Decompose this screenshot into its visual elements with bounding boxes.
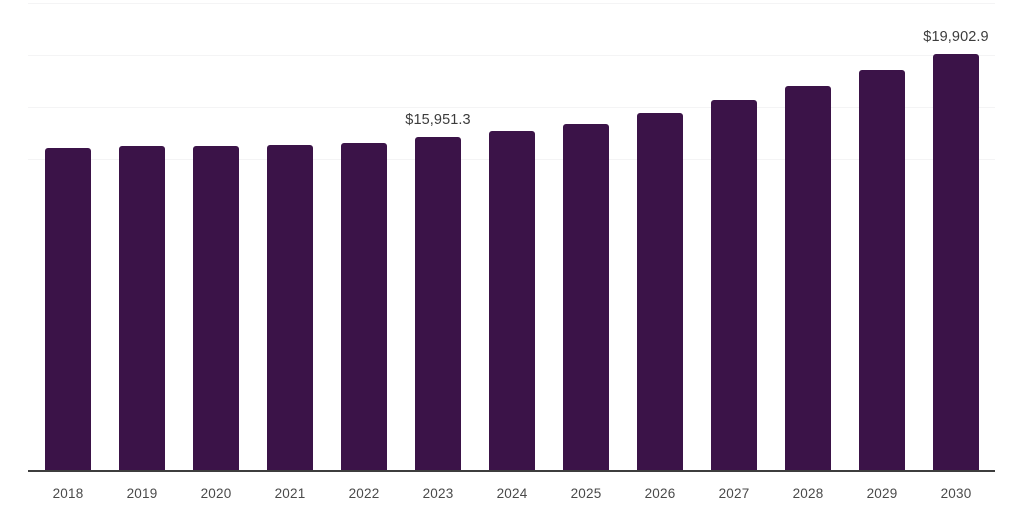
x-tick-label: 2027 <box>718 486 750 501</box>
x-tick-label: 2026 <box>644 486 676 501</box>
bar-group[interactable] <box>105 0 179 470</box>
x-tick-label: 2028 <box>792 486 824 501</box>
x-tick-label: 2019 <box>126 486 158 501</box>
bar-group[interactable] <box>697 0 771 470</box>
bar[interactable] <box>119 146 165 470</box>
bar[interactable] <box>859 70 905 470</box>
bar-value-label: $15,951.3 <box>405 112 471 128</box>
bar[interactable] <box>785 86 831 470</box>
x-tick-label: 2025 <box>570 486 602 501</box>
bar-group[interactable]: $15,951.3 <box>401 0 475 470</box>
bar-group[interactable] <box>845 0 919 470</box>
bar-group[interactable] <box>771 0 845 470</box>
bar-group[interactable] <box>549 0 623 470</box>
x-tick-label: 2022 <box>348 486 380 501</box>
bar[interactable] <box>193 146 239 470</box>
x-tick-label: 2023 <box>422 486 454 501</box>
x-axis-line <box>28 470 995 472</box>
bar-value-label: $19,902.9 <box>923 29 989 45</box>
bar[interactable] <box>637 113 683 470</box>
x-tick-label: 2024 <box>496 486 528 501</box>
bar[interactable] <box>489 131 535 470</box>
bar-group[interactable] <box>179 0 253 470</box>
bar[interactable] <box>933 54 979 470</box>
bar[interactable] <box>267 145 313 470</box>
x-tick-label: 2018 <box>52 486 84 501</box>
bar-group[interactable]: $19,902.9 <box>919 0 993 470</box>
bar-group[interactable] <box>253 0 327 470</box>
bar[interactable] <box>341 143 387 470</box>
x-tick-label: 2021 <box>274 486 306 501</box>
plot-area: $15,951.3 $19,902.9 <box>31 0 993 470</box>
x-tick-label: 2020 <box>200 486 232 501</box>
bar-group[interactable] <box>31 0 105 470</box>
x-tick-label: 2030 <box>940 486 972 501</box>
bar[interactable] <box>415 137 461 470</box>
bar-group[interactable] <box>327 0 401 470</box>
bar[interactable] <box>711 100 757 470</box>
x-tick-label: 2029 <box>866 486 898 501</box>
bar[interactable] <box>45 148 91 470</box>
bar-group[interactable] <box>475 0 549 470</box>
bar-group[interactable] <box>623 0 697 470</box>
x-axis-tick-labels: 2018 2019 2020 2021 2022 2023 2024 2025 2026 2027… <box>0 472 1024 512</box>
bar[interactable] <box>563 124 609 470</box>
